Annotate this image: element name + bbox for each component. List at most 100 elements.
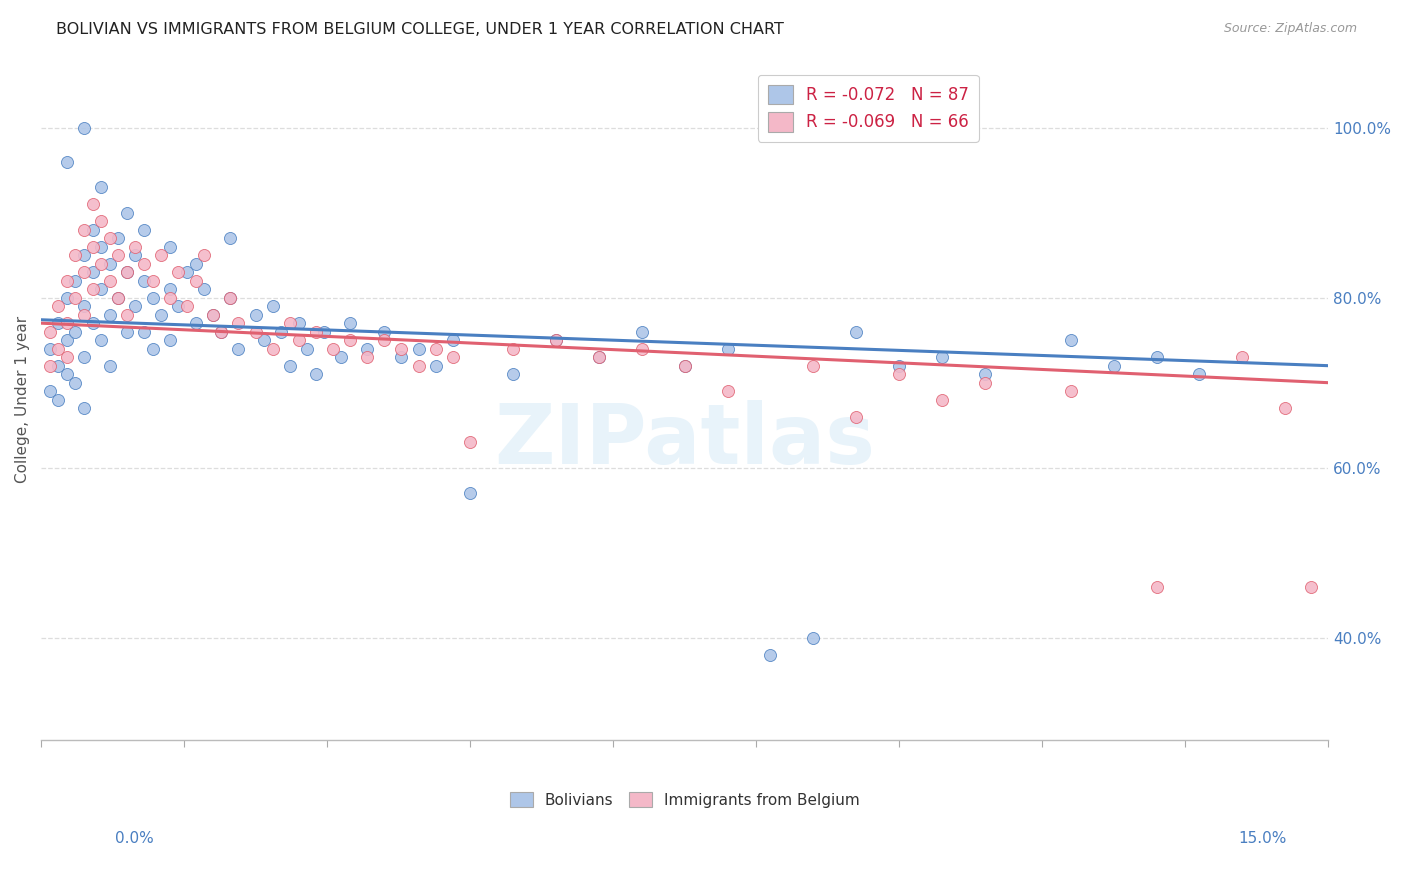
Point — [184, 257, 207, 271]
Point — [441, 350, 464, 364]
Point — [38, 359, 60, 373]
Text: Source: ZipAtlas.com: Source: ZipAtlas.com — [1223, 22, 1357, 36]
Point — [408, 342, 430, 356]
Point — [801, 631, 824, 645]
Point — [253, 333, 276, 347]
Point — [98, 257, 121, 271]
Point — [82, 282, 104, 296]
Point — [90, 257, 112, 271]
Point — [544, 333, 567, 347]
Point — [458, 435, 481, 450]
Point — [115, 265, 138, 279]
Point — [184, 316, 207, 330]
Legend: Bolivians, Immigrants from Belgium: Bolivians, Immigrants from Belgium — [503, 786, 866, 814]
Point — [167, 265, 190, 279]
Point — [56, 274, 79, 288]
Point — [65, 248, 87, 262]
Point — [218, 291, 240, 305]
Point — [262, 342, 284, 356]
Point — [673, 359, 696, 373]
Point — [38, 384, 60, 399]
Point — [90, 282, 112, 296]
Point — [425, 359, 447, 373]
Point — [245, 325, 267, 339]
Point — [107, 291, 129, 305]
Point — [218, 291, 240, 305]
Point — [322, 342, 344, 356]
Point — [115, 325, 138, 339]
Point — [90, 240, 112, 254]
Point — [132, 257, 155, 271]
Point — [845, 409, 868, 424]
Point — [115, 205, 138, 219]
Point — [1102, 359, 1125, 373]
Point — [65, 274, 87, 288]
Point — [716, 342, 738, 356]
Point — [98, 308, 121, 322]
Point — [65, 376, 87, 390]
Point — [1188, 367, 1211, 381]
Point — [1146, 580, 1168, 594]
Point — [209, 325, 232, 339]
Point — [98, 359, 121, 373]
Point — [262, 299, 284, 313]
Point — [305, 367, 328, 381]
Point — [278, 359, 301, 373]
Text: 0.0%: 0.0% — [115, 831, 155, 846]
Point — [46, 316, 69, 330]
Point — [159, 333, 181, 347]
Point — [56, 316, 79, 330]
Point — [931, 392, 953, 407]
Point — [159, 282, 181, 296]
Point — [73, 265, 96, 279]
Point — [73, 308, 96, 322]
Point — [1146, 350, 1168, 364]
Point — [90, 214, 112, 228]
Point — [716, 384, 738, 399]
Point — [270, 325, 292, 339]
Point — [801, 359, 824, 373]
Point — [73, 299, 96, 313]
Point — [176, 265, 198, 279]
Point — [73, 248, 96, 262]
Point — [759, 648, 782, 662]
Point — [278, 316, 301, 330]
Point — [391, 342, 413, 356]
Point — [502, 367, 524, 381]
Point — [90, 180, 112, 194]
Point — [46, 392, 69, 407]
Point — [73, 222, 96, 236]
Point — [314, 325, 336, 339]
Point — [287, 316, 309, 330]
Point — [201, 308, 224, 322]
Point — [502, 342, 524, 356]
Point — [845, 325, 868, 339]
Point — [82, 197, 104, 211]
Point — [588, 350, 610, 364]
Point — [38, 325, 60, 339]
Point — [107, 231, 129, 245]
Point — [65, 325, 87, 339]
Text: 15.0%: 15.0% — [1239, 831, 1286, 846]
Point — [218, 231, 240, 245]
Point — [107, 291, 129, 305]
Point — [974, 367, 997, 381]
Point — [373, 325, 395, 339]
Point — [1232, 350, 1254, 364]
Point — [176, 299, 198, 313]
Point — [588, 350, 610, 364]
Point — [193, 248, 215, 262]
Point — [339, 333, 361, 347]
Point — [1299, 580, 1322, 594]
Point — [56, 367, 79, 381]
Point — [1274, 401, 1296, 416]
Point — [159, 240, 181, 254]
Y-axis label: College, Under 1 year: College, Under 1 year — [15, 316, 30, 483]
Point — [408, 359, 430, 373]
Point — [245, 308, 267, 322]
Point — [124, 248, 146, 262]
Point — [1060, 333, 1083, 347]
Point — [228, 342, 250, 356]
Point — [356, 342, 378, 356]
Point — [201, 308, 224, 322]
